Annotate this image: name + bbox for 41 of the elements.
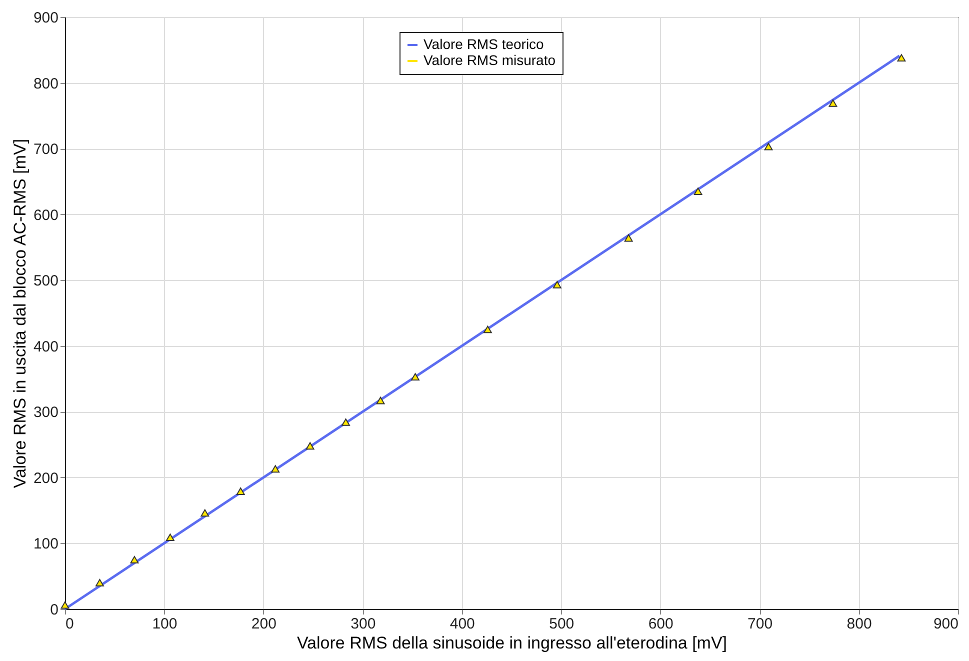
point [411,373,420,381]
y-tick-label: 100 [33,536,58,553]
point [552,281,562,288]
x-tick-label: 0 [66,616,74,632]
x-tick-label: 500 [549,616,574,632]
x-tick-label: 300 [350,616,376,632]
x-tick-label: 800 [846,616,872,632]
x-tick-label: 600 [648,616,674,632]
point [694,188,702,196]
point [342,418,350,426]
point [828,99,838,107]
point [376,396,385,404]
point [897,54,906,62]
x-tick-label: 900 [933,616,958,632]
point [271,465,280,473]
x-tick-label: 200 [251,616,276,632]
legend-label: Valore RMS teorico [424,36,544,52]
y-tick-label: 800 [33,75,58,92]
point [236,488,245,495]
point [483,326,492,334]
y-tick-label: 600 [33,206,58,224]
point [130,556,139,564]
y-tick-label: 400 [33,338,58,356]
y-axis-title: Valore RMS in uscita dal blocco AC-RMS [mV] [10,138,30,488]
legend-label: Valore RMS misurato [424,52,556,68]
y-tick-label: 0 [50,602,58,618]
y-tick-label: 900 [33,10,58,26]
point [306,442,314,450]
point [96,578,104,586]
x-tick-label: 400 [450,616,475,632]
y-tick-label: 500 [33,272,58,290]
x-tick-label: 700 [748,616,773,632]
x-tick-label: 100 [152,616,178,632]
y-tick-label: 200 [33,470,58,487]
point [166,534,174,542]
point [200,509,210,517]
y-tick-label: 300 [33,404,58,422]
y-tick-label: 700 [33,141,58,158]
x-axis-title: Valore RMS della sinusoide in ingresso all'eterodina [mV] [296,634,728,652]
point [764,142,773,150]
point [624,234,633,242]
